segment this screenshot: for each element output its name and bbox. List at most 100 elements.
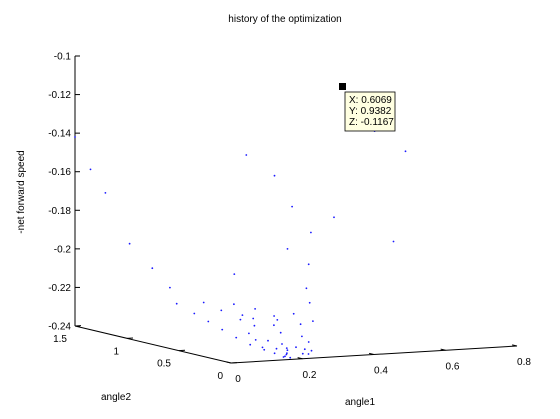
data-point — [104, 192, 107, 194]
data-point — [299, 323, 302, 326]
data-point — [310, 349, 313, 352]
data-point — [308, 301, 311, 304]
z-tick-label: -0.16 — [48, 167, 71, 178]
axes-lines — [74, 56, 518, 364]
x-tick-label: 0.4 — [374, 366, 388, 377]
data-point — [310, 231, 312, 234]
x-axis-ticks: 0 0.2 0.4 0.6 0.8 — [226, 344, 531, 385]
x-axis-label: angle1 — [345, 397, 375, 408]
z-axis-ticks: -0.1 -0.12 -0.14 -0.16 -0.18 -0.2 -0.22 -0.24 — [48, 52, 80, 333]
data-point — [286, 248, 289, 250]
data-point — [220, 309, 223, 312]
data-point — [202, 301, 205, 304]
data-point — [207, 320, 210, 323]
data-point — [312, 320, 314, 322]
datatip-marker[interactable] — [339, 83, 346, 90]
data-point — [279, 331, 282, 334]
x-tick-mark — [369, 352, 375, 355]
data-point — [273, 352, 276, 355]
data-point — [175, 302, 178, 305]
x-tick-label: 0.6 — [446, 361, 460, 372]
z-tick-label: -0.12 — [48, 90, 71, 101]
data-point — [286, 349, 289, 352]
x-tick-mark — [512, 344, 518, 347]
z-tick-label: -0.18 — [48, 206, 71, 217]
data-point — [289, 356, 292, 359]
x-tick-label: 0 — [235, 374, 241, 385]
x-tick-label: 0.2 — [303, 370, 317, 381]
z-axis-label: -net forward speed — [16, 150, 27, 233]
data-point — [295, 346, 297, 349]
data-point — [285, 353, 288, 356]
datatip-x: X: 0.6069 — [349, 95, 392, 106]
data-point — [253, 324, 256, 327]
z-tick-label: -0.14 — [48, 129, 71, 140]
data-point — [275, 347, 278, 350]
x-tick-mark — [297, 357, 303, 360]
data-point — [233, 273, 236, 275]
data-point — [301, 352, 304, 355]
data-point — [281, 343, 283, 345]
z-tick-label: -0.24 — [48, 322, 71, 333]
y-tick-label: 0 — [217, 371, 223, 382]
data-point — [292, 312, 295, 315]
data-point — [235, 336, 238, 339]
data-point — [233, 303, 235, 306]
data-point — [239, 318, 242, 321]
data-point — [276, 319, 279, 321]
data-point — [248, 332, 250, 335]
y-axis-ticks: 0 0.5 1 1.5 — [53, 325, 238, 382]
data-point — [245, 154, 248, 156]
data-point — [74, 136, 76, 138]
data-point — [286, 352, 288, 354]
data-point — [333, 216, 335, 219]
datatip-box — [344, 91, 396, 132]
datatip-z: Z: -0.1167 — [349, 117, 394, 128]
data-point — [263, 348, 266, 351]
data-point — [404, 150, 407, 153]
y-tick-label: 1.5 — [53, 334, 67, 345]
data-point — [291, 205, 293, 208]
data-point — [169, 286, 171, 289]
data-point — [221, 328, 224, 331]
y-axis-label: angle2 — [101, 392, 131, 403]
x-tick-label: 0.8 — [517, 357, 531, 368]
data-point — [307, 341, 310, 343]
data-point — [301, 335, 303, 338]
y-axis-line — [74, 325, 232, 364]
data-point — [267, 339, 269, 342]
x-tick-mark — [226, 361, 232, 364]
data-point — [307, 353, 310, 355]
data-point — [307, 263, 310, 266]
data-point — [241, 314, 244, 316]
data-point — [273, 315, 275, 317]
data-point — [261, 346, 264, 349]
y-tick-label: 1 — [113, 346, 119, 357]
data-point — [151, 267, 154, 270]
data-points — [74, 109, 407, 359]
data-point — [284, 355, 286, 358]
data-point — [193, 312, 196, 315]
data-point — [305, 287, 308, 290]
z-tick-label: -0.2 — [54, 244, 72, 255]
data-point — [282, 356, 285, 358]
datatip[interactable]: X: 0.6069 Y: 0.9382 Z: -0.1167 — [339, 83, 396, 132]
data-point — [273, 324, 275, 327]
data-point — [249, 343, 252, 346]
data-point — [254, 308, 256, 310]
data-point — [273, 174, 276, 177]
data-point — [252, 317, 255, 320]
data-point — [392, 240, 395, 243]
y-tick-label: 0.5 — [157, 359, 171, 370]
data-point — [89, 168, 92, 171]
datatip-y: Y: 0.9382 — [349, 106, 392, 117]
data-point — [303, 348, 306, 351]
data-point — [128, 242, 131, 245]
x-tick-mark — [440, 348, 446, 351]
data-point — [285, 347, 288, 349]
z-tick-label: -0.1 — [54, 52, 72, 63]
data-point — [254, 339, 257, 341]
chart-title: history of the optimization — [228, 14, 341, 25]
